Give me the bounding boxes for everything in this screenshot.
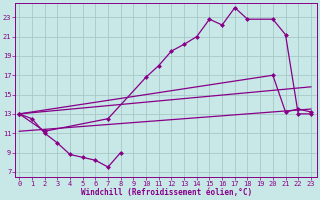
- X-axis label: Windchill (Refroidissement éolien,°C): Windchill (Refroidissement éolien,°C): [81, 188, 252, 197]
